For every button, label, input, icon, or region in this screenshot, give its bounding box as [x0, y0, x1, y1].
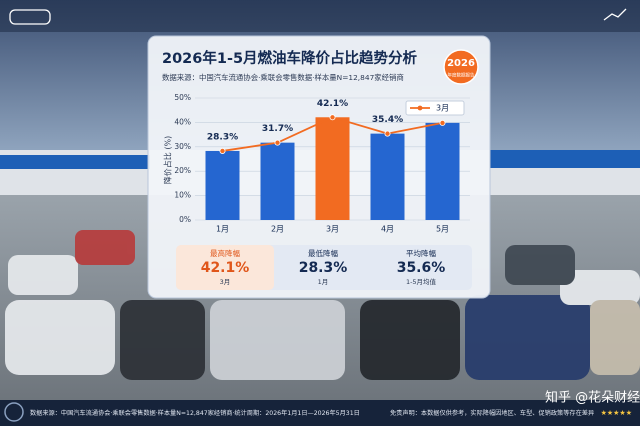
- footer-stars: ★★★★★: [601, 409, 632, 417]
- trend-marker: [439, 119, 446, 126]
- y-tick-label: 10%: [174, 191, 191, 200]
- stat-value: 35.6%: [397, 260, 446, 276]
- y-tick-label: 40%: [174, 117, 191, 126]
- y-axis-label: 降价占比 (%): [163, 136, 173, 184]
- trend-marker: [219, 147, 226, 154]
- footer-source: 数据来源：中国汽车流通协会·乘联会零售数据·样本量N=12,847家经销商·统计…: [30, 409, 360, 417]
- bar: [370, 133, 405, 220]
- footer-author: 知乎 @花朵财经: [545, 390, 640, 406]
- stat-note: 1-5月均值: [406, 277, 437, 286]
- chart-subtitle: 数据来源：中国汽车流通协会·乘联会零售数据·样本量N=12,847家经销商: [162, 73, 404, 82]
- stat-label: 最低降幅: [308, 248, 338, 258]
- stat-label: 最高降幅: [210, 248, 240, 258]
- x-tick-label: 2月: [271, 225, 284, 234]
- stat-note: 1月: [318, 278, 329, 286]
- badge: [443, 49, 479, 85]
- badge-year: 2026: [447, 58, 475, 69]
- stat-value: 28.3%: [299, 260, 348, 276]
- bar: [205, 150, 240, 220]
- stat-label: 平均降幅: [406, 248, 436, 258]
- legend-marker: [417, 105, 423, 111]
- y-tick-label: 30%: [174, 142, 191, 151]
- badge-text: 年度数据报告: [448, 72, 475, 79]
- data-label: 28.3%: [207, 132, 238, 142]
- x-tick-label: 5月: [436, 225, 449, 234]
- stat-value: 42.1%: [201, 260, 250, 276]
- x-tick-label: 1月: [216, 225, 229, 234]
- data-label: 42.1%: [317, 99, 348, 109]
- bar: [315, 117, 350, 220]
- stat-note: 3月: [220, 278, 231, 286]
- trend-marker: [274, 139, 281, 146]
- bar: [425, 122, 460, 220]
- bar: [260, 142, 295, 220]
- data-label: 35.4%: [372, 115, 403, 125]
- footer-disclaimer: 免责声明：本数据仅供参考，实际降幅因地区、车型、促销政策等存在差异: [390, 409, 594, 417]
- trend-marker: [384, 130, 391, 137]
- trend-marker: [329, 114, 336, 121]
- chart-title: 2026年1-5月燃油车降价占比趋势分析: [162, 49, 418, 67]
- data-label: 31.7%: [262, 124, 293, 134]
- footer: 数据来源：中国汽车流通协会·乘联会零售数据·样本量N=12,847家经销商·统计…: [30, 390, 640, 418]
- y-tick-label: 0%: [179, 215, 191, 224]
- legend-box: [405, 100, 465, 116]
- legend-label: 3月: [436, 104, 449, 113]
- y-tick-label: 50%: [174, 93, 191, 102]
- y-tick-label: 20%: [174, 166, 191, 175]
- x-tick-label: 3月: [326, 225, 339, 234]
- stats-highlight: [176, 245, 274, 290]
- x-tick-label: 4月: [381, 225, 394, 234]
